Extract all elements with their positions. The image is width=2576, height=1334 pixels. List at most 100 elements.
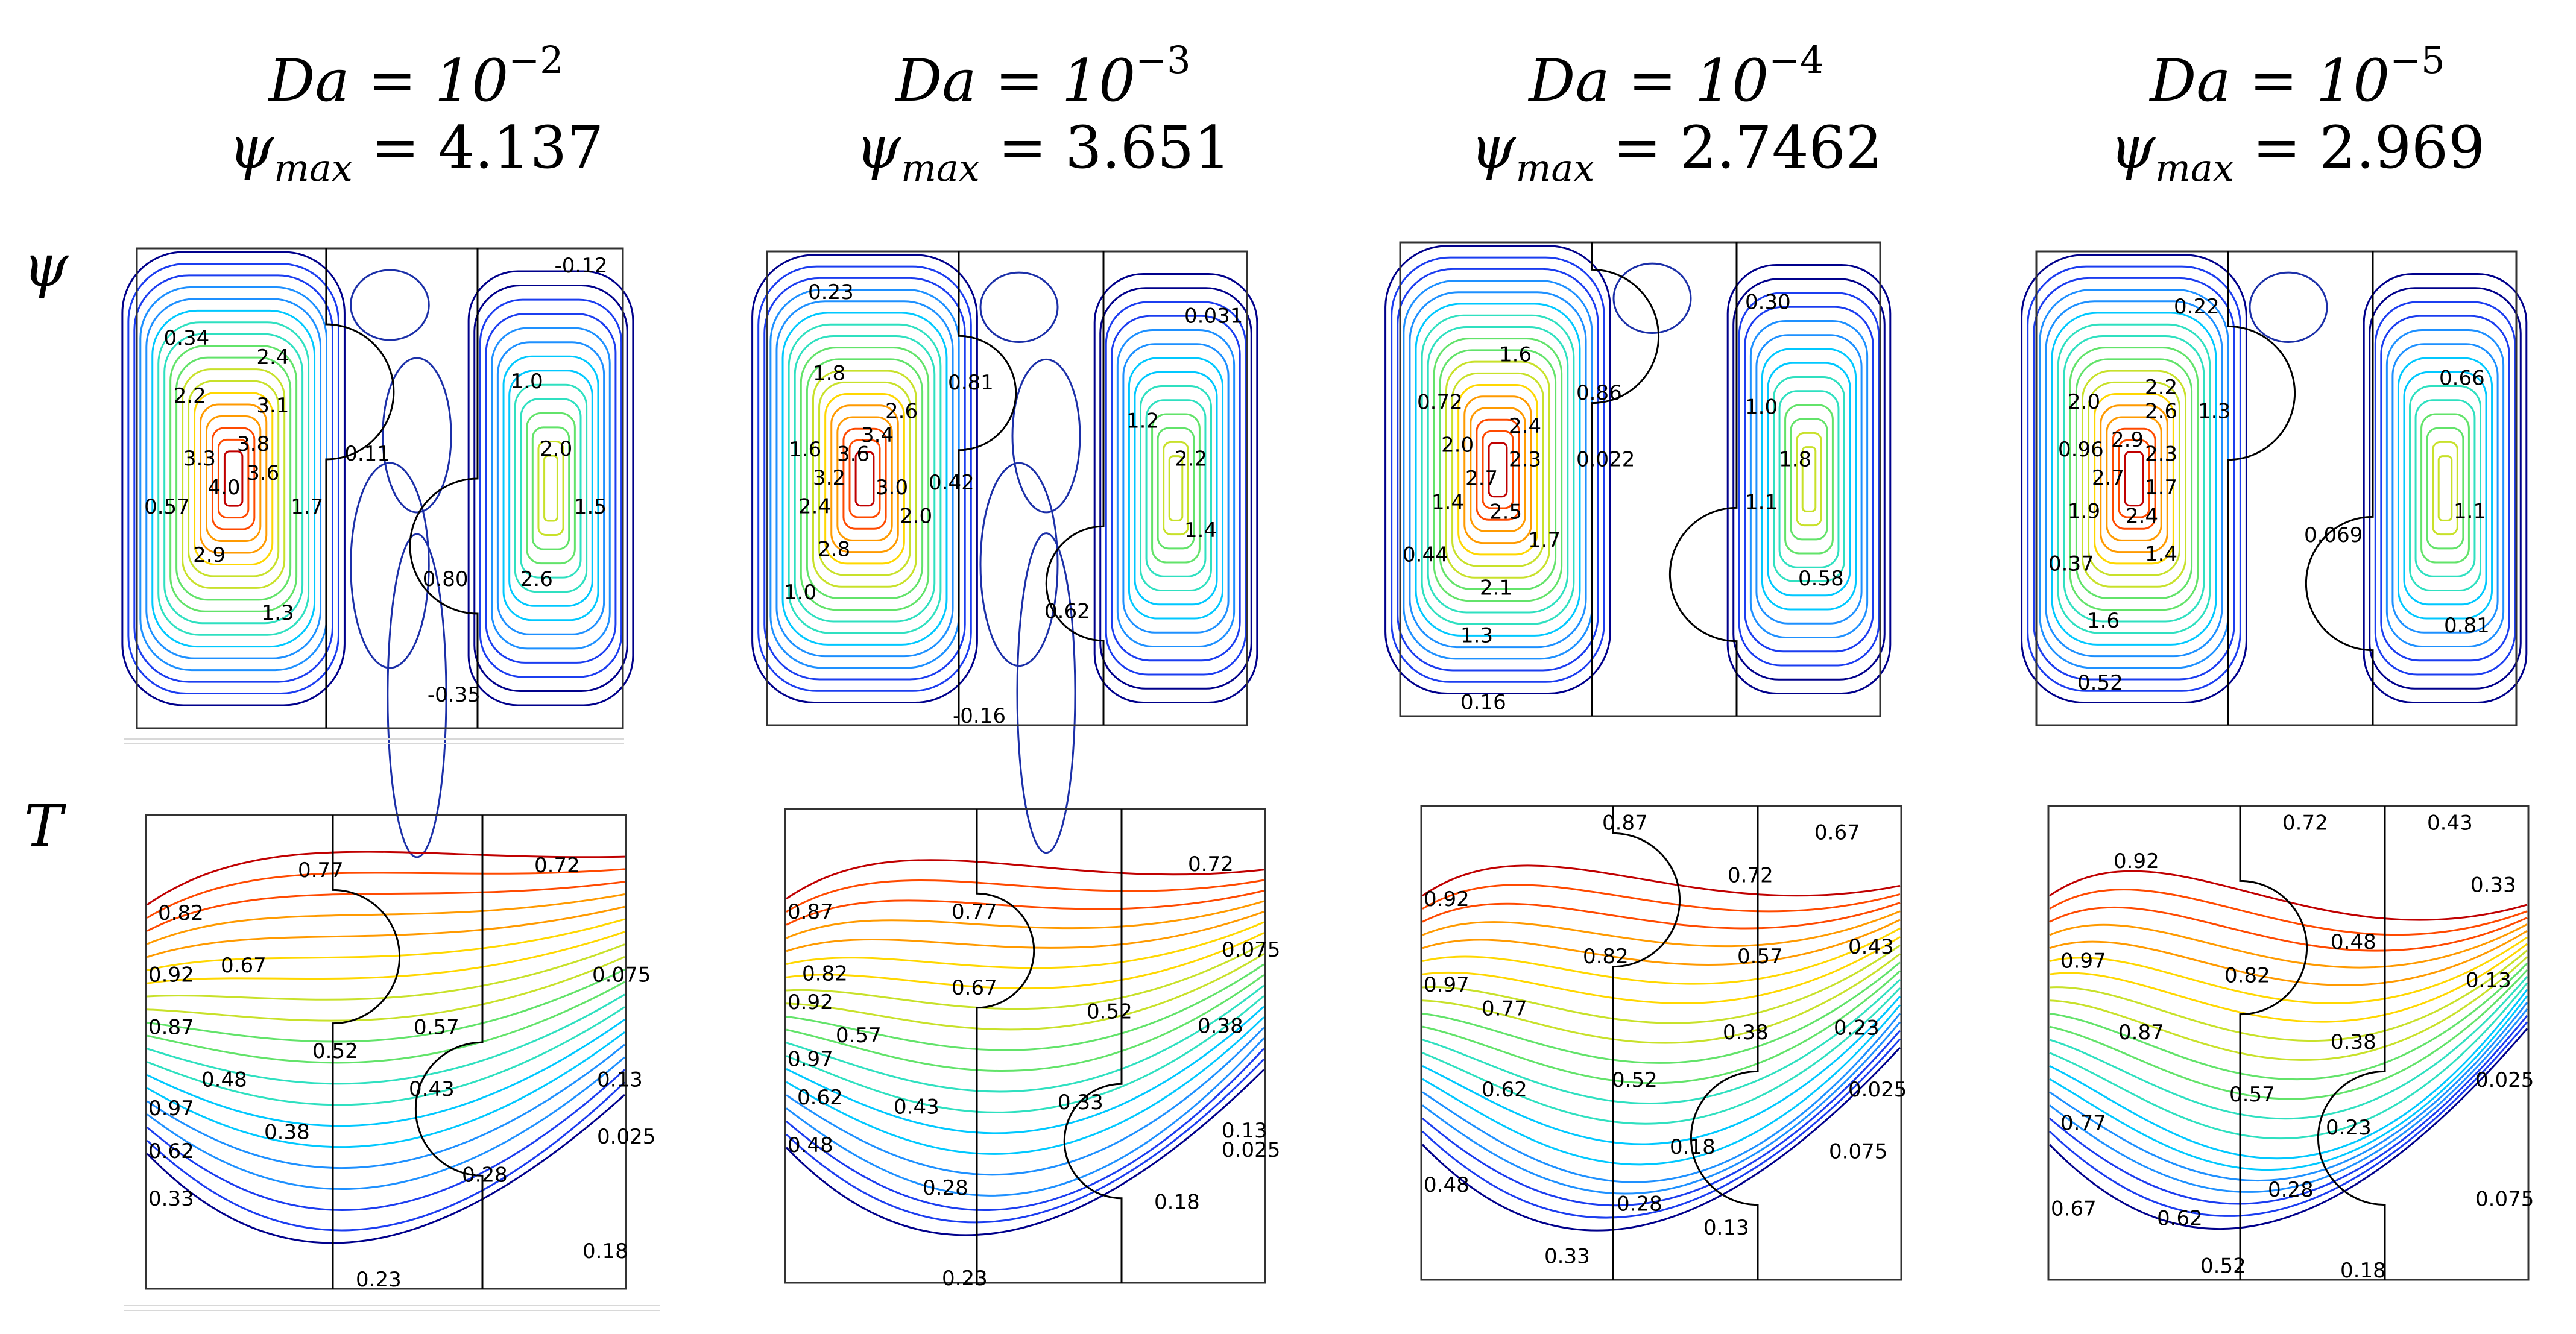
contour-label: 0.23: [356, 1268, 402, 1292]
contour-label: 0.23: [1834, 1016, 1880, 1040]
contour-label: 1.9: [2068, 500, 2100, 524]
isotherm: [2049, 963, 2528, 1080]
secondary-streamline: [2249, 271, 2328, 343]
isotherm: [147, 956, 625, 1022]
contour-label: 0.52: [312, 1039, 358, 1063]
streamline: [2027, 265, 2241, 692]
partition-walls: [2047, 805, 2530, 1281]
streamline: [1755, 334, 1863, 625]
cavity-boundary: [1399, 241, 1881, 717]
isotherm: [1422, 961, 1901, 1064]
contour-label: -0.35: [428, 683, 481, 707]
contour-label: 0.86: [1576, 381, 1622, 405]
secondary-streamline: [1011, 358, 1081, 514]
contour-label: 2.5: [1489, 500, 1522, 524]
streamline: [127, 262, 339, 695]
streamline: [2397, 357, 2493, 620]
contour-label: 0.92: [788, 990, 833, 1015]
contour-label: 0.069: [2304, 523, 2363, 547]
contour-label: 0.62: [1044, 599, 1090, 623]
psi-max-label: ψmax = 3.651: [855, 114, 1231, 190]
contour-label: 0.57: [2229, 1083, 2275, 1107]
contour-label: -0.12: [555, 254, 608, 278]
contour-label: 0.97: [148, 1096, 194, 1121]
streamline: [824, 393, 905, 565]
contour-label: 0.38: [1198, 1014, 1243, 1038]
streamline: [830, 404, 899, 553]
contour-label: 0.62: [797, 1086, 843, 1110]
contour-label: 0.67: [952, 976, 997, 1000]
contour-label: 0.025: [2475, 1068, 2534, 1092]
streamline-plot: 0.23 0.031 1.8 0.81 2.6 1.2 1.6 3.43.6 2.2 3.2 0.4…: [751, 250, 1258, 854]
partition-wall-right: [2305, 251, 2374, 725]
streamline: [763, 277, 966, 681]
partition-walls: [766, 250, 1248, 726]
contour-label: 2.4: [1509, 414, 1541, 438]
contour-label: 0.18: [1670, 1135, 1716, 1159]
streamline: [2385, 329, 2505, 648]
streamline: [1445, 360, 1551, 579]
isotherm: [147, 851, 625, 906]
contour-label: 0.44: [1403, 543, 1448, 567]
streamline: [121, 251, 346, 706]
isotherm: [2049, 975, 2528, 1120]
contour-label: 0.58: [1798, 567, 1844, 591]
isotherm: [786, 942, 1264, 1010]
isotherm: [147, 943, 625, 1001]
contour-label: 2.3: [2145, 442, 2177, 467]
isotherm: [1422, 864, 1901, 897]
contour-label: 0.57: [414, 1016, 459, 1040]
contour-label: 2.3: [1509, 447, 1541, 471]
secondary-streamline: [979, 271, 1059, 343]
streamline-contours: [1384, 245, 1892, 694]
contour-label: 0.48: [1424, 1173, 1470, 1197]
contour-label: 2.0: [1441, 433, 1474, 458]
contour-label: 3.6: [837, 442, 870, 467]
contour-label: 1.8: [1779, 447, 1811, 471]
contour-label: 1.0: [1745, 395, 1778, 420]
streamline: [1463, 395, 1532, 544]
contour-label: 0.28: [462, 1163, 508, 1187]
contour-label: 0.52: [2200, 1254, 2246, 1278]
column-header-2: Da = 10−3 ψmax = 3.651: [748, 18, 1339, 193]
isotherm: [2049, 889, 2528, 936]
contour-label: 2.9: [2111, 428, 2144, 452]
streamline-panel-da-1e-2: -0.12 0.34 2.4 2.2 3.1 3.3 3.8 4.0 3.6 0.11 1.0 2.0…: [121, 247, 634, 858]
streamline: [800, 347, 930, 611]
cavity-boundary: [784, 808, 1266, 1284]
contour-label: 0.025: [1222, 1138, 1280, 1162]
isotherm: [2049, 1008, 2528, 1193]
contour-label: 0.30: [1745, 291, 1791, 315]
contour-label: 0.97: [2060, 949, 2106, 974]
streamline: [2391, 343, 2499, 634]
isotherm: [2049, 956, 2528, 1061]
streamline: [188, 380, 280, 577]
streamline: [2369, 287, 2522, 690]
streamline: [1116, 329, 1236, 648]
streamline: [467, 270, 634, 706]
contour-label: 0.075: [1222, 938, 1280, 962]
streamline-panel-da-1e-5: 0.22 0.66 2.2 2.0 2.6 1.3 2.9 0.96 2.3 2.7 1.7 1.9 2…: [2021, 250, 2528, 726]
streamline: [2363, 273, 2528, 703]
contour-label: 0.33: [1544, 1245, 1590, 1269]
contour-label: 0.38: [1723, 1021, 1769, 1045]
contour-label: 0.72: [534, 854, 580, 878]
isotherm: [1422, 987, 1901, 1125]
contour-label: 0.13: [597, 1068, 643, 1092]
contour-label: 0.62: [2157, 1206, 2203, 1230]
streamline: [2100, 404, 2168, 553]
isotherm: [786, 932, 1264, 990]
isotherm: [1422, 1021, 1901, 1195]
isotherm: [786, 953, 1264, 1031]
contour-label: 2.0: [2068, 390, 2100, 414]
contour-label: 2.6: [885, 400, 918, 424]
streamline: [1397, 268, 1599, 672]
streamline: [1749, 319, 1869, 639]
contour-label: 0.23: [942, 1266, 988, 1291]
streamline: [1128, 357, 1224, 620]
isotherm: [1422, 970, 1901, 1084]
isotherm-plot: 0.72 0.43 0.92 0.33 0.48 0.97 0.82 0.13 0.87 0.38…: [2047, 805, 2534, 1283]
contour-label: 0.77: [298, 858, 344, 883]
partition-walls: [2035, 250, 2518, 726]
isotherm-panel-da-1e-5: 0.72 0.43 0.92 0.33 0.48 0.97 0.82 0.13 0.87 0.38…: [2047, 805, 2534, 1283]
